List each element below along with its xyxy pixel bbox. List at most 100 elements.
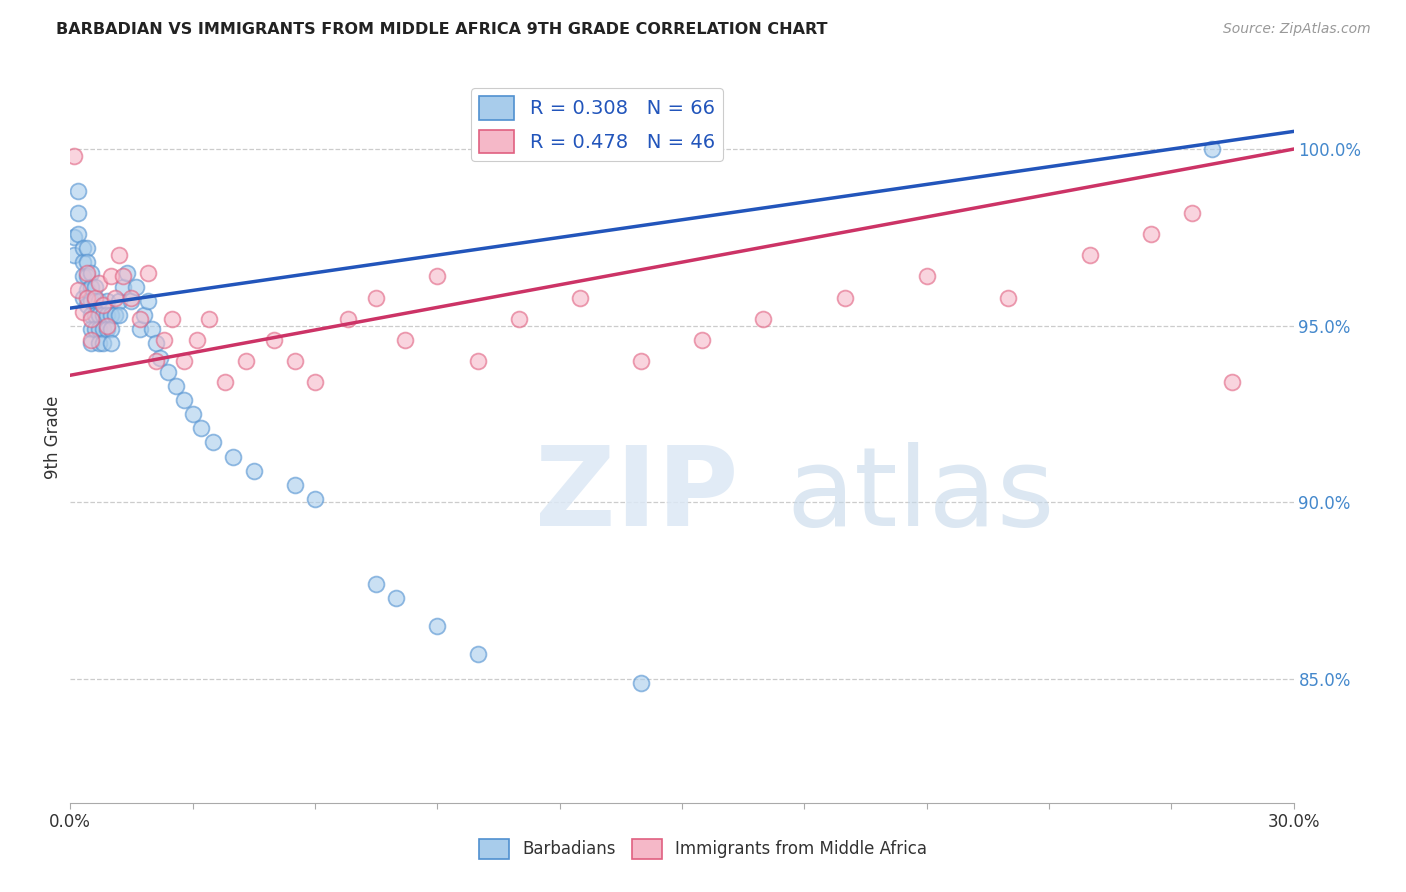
- Point: [181, 407, 204, 421]
- Point: [162, 311, 183, 326]
- Point: [235, 354, 257, 368]
- Point: [394, 333, 416, 347]
- Point: [915, 269, 938, 284]
- Point: [366, 291, 388, 305]
- Point: [104, 291, 127, 305]
- Point: [752, 311, 775, 326]
- Point: [83, 308, 105, 322]
- Point: [87, 322, 110, 336]
- Point: [304, 376, 326, 390]
- Point: [426, 269, 449, 284]
- Point: [263, 333, 285, 347]
- Point: [202, 435, 225, 450]
- Point: [67, 284, 90, 298]
- Point: [1078, 248, 1101, 262]
- Point: [284, 354, 307, 368]
- Point: [72, 241, 94, 255]
- Text: Source: ZipAtlas.com: Source: ZipAtlas.com: [1223, 22, 1371, 37]
- Point: [136, 293, 159, 308]
- Point: [121, 291, 143, 305]
- Text: ZIP: ZIP: [536, 442, 738, 549]
- Point: [76, 269, 98, 284]
- Point: [165, 379, 187, 393]
- Point: [100, 269, 122, 284]
- Point: [366, 576, 388, 591]
- Point: [100, 336, 122, 351]
- Point: [72, 291, 94, 305]
- Point: [108, 293, 131, 308]
- Point: [128, 322, 150, 336]
- Point: [67, 227, 90, 241]
- Point: [467, 354, 489, 368]
- Legend: Barbadians, Immigrants from Middle Africa: Barbadians, Immigrants from Middle Afric…: [472, 832, 934, 866]
- Point: [79, 311, 103, 326]
- Y-axis label: 9th Grade: 9th Grade: [44, 395, 62, 479]
- Point: [690, 333, 713, 347]
- Point: [243, 464, 266, 478]
- Point: [117, 266, 139, 280]
- Point: [1220, 376, 1243, 390]
- Point: [76, 284, 98, 298]
- Point: [79, 280, 103, 294]
- Point: [112, 280, 135, 294]
- Point: [79, 333, 103, 347]
- Point: [222, 450, 245, 464]
- Point: [79, 293, 103, 308]
- Point: [136, 266, 159, 280]
- Point: [214, 376, 236, 390]
- Point: [112, 269, 135, 284]
- Point: [173, 392, 195, 407]
- Text: BARBADIAN VS IMMIGRANTS FROM MIDDLE AFRICA 9TH GRADE CORRELATION CHART: BARBADIAN VS IMMIGRANTS FROM MIDDLE AFRI…: [56, 22, 828, 37]
- Point: [198, 311, 221, 326]
- Point: [997, 291, 1019, 305]
- Point: [568, 291, 592, 305]
- Text: atlas: atlas: [786, 442, 1054, 549]
- Point: [67, 205, 90, 219]
- Point: [145, 354, 167, 368]
- Point: [630, 675, 652, 690]
- Legend: R = 0.308   N = 66, R = 0.478   N = 46: R = 0.308 N = 66, R = 0.478 N = 46: [471, 88, 723, 161]
- Point: [63, 230, 86, 244]
- Point: [87, 277, 110, 291]
- Point: [96, 318, 118, 333]
- Point: [128, 311, 150, 326]
- Point: [173, 354, 195, 368]
- Point: [385, 591, 408, 605]
- Point: [79, 308, 103, 322]
- Point: [284, 477, 307, 491]
- Point: [141, 322, 163, 336]
- Point: [426, 619, 449, 633]
- Point: [72, 304, 94, 318]
- Point: [91, 297, 114, 311]
- Point: [72, 269, 94, 284]
- Point: [76, 255, 98, 269]
- Point: [630, 354, 652, 368]
- Point: [87, 293, 110, 308]
- Point: [132, 308, 155, 322]
- Point: [76, 266, 98, 280]
- Point: [304, 491, 326, 506]
- Point: [96, 293, 118, 308]
- Point: [108, 308, 131, 322]
- Point: [96, 322, 118, 336]
- Point: [508, 311, 530, 326]
- Point: [149, 351, 172, 365]
- Point: [83, 322, 105, 336]
- Point: [79, 336, 103, 351]
- Point: [104, 308, 127, 322]
- Point: [100, 308, 122, 322]
- Point: [67, 185, 90, 199]
- Point: [336, 311, 359, 326]
- Point: [100, 322, 122, 336]
- Point: [1201, 142, 1223, 156]
- Point: [63, 149, 86, 163]
- Point: [91, 308, 114, 322]
- Point: [467, 648, 489, 662]
- Point: [145, 336, 167, 351]
- Point: [76, 291, 98, 305]
- Point: [834, 291, 856, 305]
- Point: [108, 248, 131, 262]
- Point: [190, 421, 212, 435]
- Point: [83, 291, 105, 305]
- Point: [1181, 205, 1204, 219]
